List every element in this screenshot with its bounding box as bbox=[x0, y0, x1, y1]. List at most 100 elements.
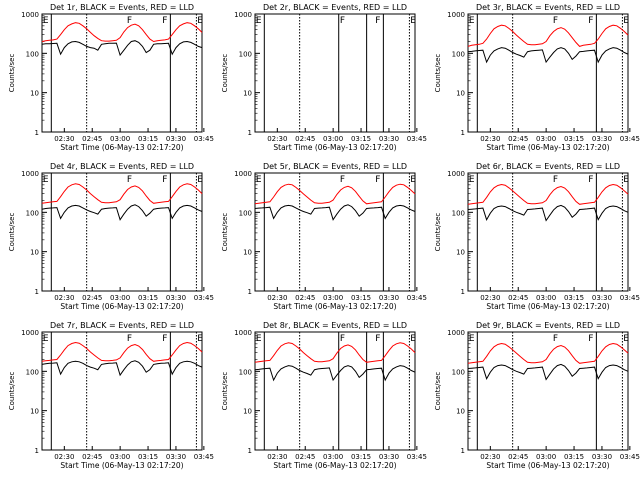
x-tick-label: 03:45 bbox=[407, 453, 427, 461]
x-tick-label: 03:30 bbox=[379, 294, 399, 302]
x-tick-label: 03:30 bbox=[166, 453, 186, 461]
y-axis-label: Counts/sec bbox=[434, 213, 442, 252]
y-tick-label: 1 bbox=[35, 129, 39, 137]
x-tick-label: 03:00 bbox=[536, 294, 556, 302]
marker-label: E bbox=[469, 175, 475, 185]
y-tick-label: 1000 bbox=[234, 329, 252, 337]
marker-label: F bbox=[553, 334, 558, 344]
marker-label: F bbox=[553, 16, 558, 26]
marker-label: E bbox=[469, 334, 475, 344]
axis-frame bbox=[41, 13, 203, 133]
series-line-red bbox=[41, 341, 203, 362]
series-line-black bbox=[467, 204, 629, 222]
axis-frame bbox=[254, 13, 416, 133]
y-tick-label: 100 bbox=[26, 368, 39, 376]
panel-title: Det 7r, BLACK = Events, RED = LLD bbox=[50, 321, 194, 330]
y-tick-label: 1 bbox=[461, 129, 465, 137]
x-tick-label: 03:45 bbox=[620, 294, 640, 302]
x-axis-label: Start Time (06-May-13 02:17:20) bbox=[60, 143, 183, 152]
marker-label: F bbox=[127, 334, 132, 344]
y-tick-label: 1000 bbox=[234, 170, 252, 178]
x-tick-label: 03:45 bbox=[407, 294, 427, 302]
y-tick-label: 1 bbox=[461, 447, 465, 455]
axis-frame bbox=[254, 331, 416, 451]
marker-label: F bbox=[162, 16, 167, 26]
y-tick-label: 100 bbox=[26, 209, 39, 217]
x-tick-label: 02:45 bbox=[295, 135, 315, 143]
series-line-red bbox=[254, 183, 416, 205]
y-tick-label: 100 bbox=[26, 50, 39, 58]
axis-frame bbox=[467, 13, 629, 133]
y-tick-label: 100 bbox=[239, 209, 252, 217]
panel-title: Det 8r, BLACK = Events, RED = LLD bbox=[263, 321, 407, 330]
x-tick-label: 03:30 bbox=[592, 135, 612, 143]
series-line-black bbox=[254, 204, 416, 221]
marker-label: E bbox=[197, 16, 203, 26]
x-tick-label: 02:30 bbox=[480, 294, 500, 302]
y-tick-label: 1 bbox=[35, 288, 39, 296]
x-tick-label: 03:45 bbox=[620, 453, 640, 461]
marker-label: E bbox=[623, 175, 629, 185]
series-line-black bbox=[41, 204, 203, 221]
panel-det-8: Det 8r, BLACK = Events, RED = LLD 1 10 100 1… bbox=[221, 321, 427, 470]
marker-label: F bbox=[375, 16, 380, 26]
series-line-red bbox=[254, 342, 416, 363]
y-tick-label: 1 bbox=[248, 288, 252, 296]
x-tick-label: 02:45 bbox=[82, 294, 102, 302]
y-axis-label: Counts/sec bbox=[221, 54, 229, 93]
x-tick-label: 03:15 bbox=[564, 294, 584, 302]
marker-label: E bbox=[410, 334, 416, 344]
panel-det-2: Det 2r, BLACK = Events, RED = LLD 1 10 100 1… bbox=[221, 3, 427, 152]
y-tick-label: 1000 bbox=[447, 170, 465, 178]
x-tick-label: 03:15 bbox=[138, 135, 158, 143]
series-line-red bbox=[41, 183, 203, 204]
x-tick-label: 03:00 bbox=[323, 453, 343, 461]
x-axis-label: Start Time (06-May-13 02:17:20) bbox=[486, 143, 609, 152]
y-tick-label: 10 bbox=[243, 408, 252, 416]
x-tick-label: 02:45 bbox=[295, 294, 315, 302]
series-line-black bbox=[467, 47, 629, 64]
marker-label: F bbox=[375, 334, 380, 344]
y-tick-label: 1000 bbox=[447, 11, 465, 19]
y-tick-label: 100 bbox=[239, 368, 252, 376]
y-tick-label: 100 bbox=[452, 209, 465, 217]
marker-label: F bbox=[162, 334, 167, 344]
marker-label: E bbox=[43, 16, 49, 26]
x-tick-label: 03:15 bbox=[351, 135, 371, 143]
series-line-red bbox=[41, 22, 203, 43]
marker-label: E bbox=[197, 334, 203, 344]
marker-label: E bbox=[256, 16, 262, 26]
panel-title: Det 1r, BLACK = Events, RED = LLD bbox=[50, 3, 194, 12]
y-tick-label: 10 bbox=[456, 249, 465, 257]
y-tick-label: 1000 bbox=[21, 11, 39, 19]
y-tick-label: 1000 bbox=[21, 329, 39, 337]
y-tick-label: 100 bbox=[452, 50, 465, 58]
x-tick-label: 02:30 bbox=[267, 453, 287, 461]
x-axis-label: Start Time (06-May-13 02:17:20) bbox=[273, 461, 396, 470]
x-axis-label: Start Time (06-May-13 02:17:20) bbox=[486, 461, 609, 470]
y-tick-label: 1000 bbox=[447, 329, 465, 337]
y-tick-label: 100 bbox=[452, 368, 465, 376]
panel-title: Det 3r, BLACK = Events, RED = LLD bbox=[476, 3, 620, 12]
x-tick-label: 02:45 bbox=[508, 294, 528, 302]
x-tick-label: 02:45 bbox=[82, 453, 102, 461]
y-axis-label: Counts/sec bbox=[221, 372, 229, 411]
y-axis-label: Counts/sec bbox=[8, 54, 16, 93]
x-axis-label: Start Time (06-May-13 02:17:20) bbox=[60, 302, 183, 311]
x-tick-label: 03:00 bbox=[536, 135, 556, 143]
x-tick-label: 02:45 bbox=[82, 135, 102, 143]
panel-det-6: Det 6r, BLACK = Events, RED = LLD 1 10 100 1… bbox=[434, 162, 640, 311]
marker-label: F bbox=[162, 175, 167, 185]
x-tick-label: 03:15 bbox=[351, 453, 371, 461]
marker-label: E bbox=[43, 334, 49, 344]
x-tick-label: 03:00 bbox=[110, 294, 130, 302]
marker-label: F bbox=[553, 175, 558, 185]
x-tick-label: 02:45 bbox=[508, 135, 528, 143]
x-tick-label: 03:30 bbox=[166, 294, 186, 302]
y-tick-label: 10 bbox=[456, 90, 465, 98]
y-tick-label: 1 bbox=[461, 288, 465, 296]
marker-label: F bbox=[340, 175, 345, 185]
x-tick-label: 03:00 bbox=[110, 453, 130, 461]
x-tick-label: 02:30 bbox=[267, 135, 287, 143]
marker-label: E bbox=[410, 175, 416, 185]
